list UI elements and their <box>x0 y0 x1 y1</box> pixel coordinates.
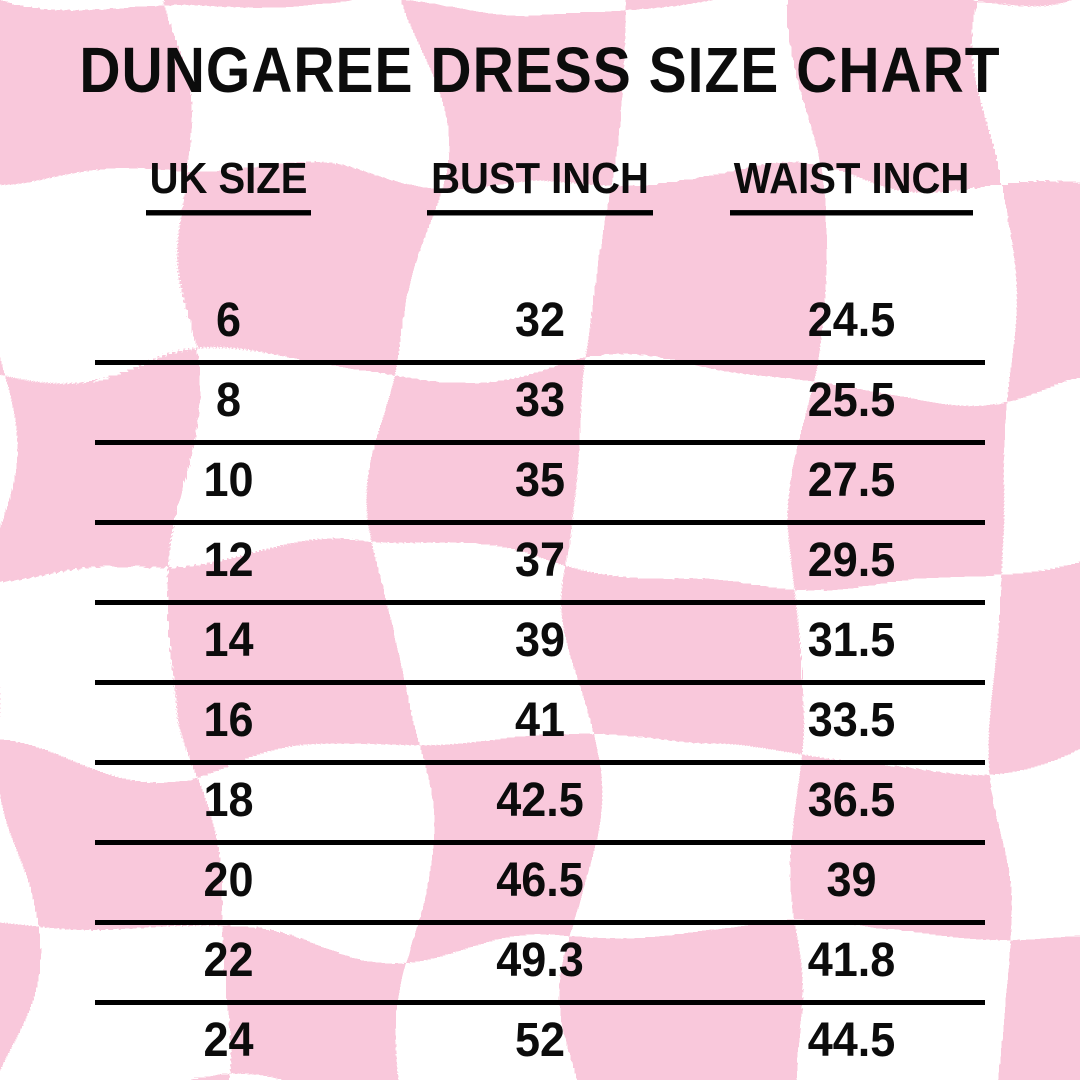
column-header-label: UK SIZE <box>145 155 312 216</box>
waist-inch-value: 44.5 <box>807 1011 896 1067</box>
column-header-uk-size: UK SIZE <box>95 155 362 216</box>
waist-inch-value: 33.5 <box>807 691 896 747</box>
table-row: 6 32 24.5 <box>95 285 985 365</box>
waist-inch-value: 41.8 <box>807 931 896 987</box>
uk-size-value: 6 <box>215 291 242 347</box>
table-body: 6 32 24.5 8 33 25.5 10 35 27.5 12 37 29.… <box>95 285 985 1080</box>
table-row: 12 37 29.5 <box>95 525 985 605</box>
waist-inch-value: 29.5 <box>807 531 896 587</box>
bust-inch-value: 35 <box>514 451 566 507</box>
table-row: 18 42.5 36.5 <box>95 765 985 845</box>
column-header-bust-inch: BUST INCH <box>362 155 718 216</box>
bust-inch-value: 37 <box>514 531 566 587</box>
column-header-waist-inch: WAIST INCH <box>718 155 985 216</box>
bust-inch-value: 46.5 <box>496 851 584 907</box>
bust-inch-value: 49.3 <box>496 931 584 987</box>
table-row: 8 33 25.5 <box>95 365 985 445</box>
uk-size-value: 10 <box>203 451 254 507</box>
table-row: 20 46.5 39 <box>95 845 985 925</box>
table-row: 10 35 27.5 <box>95 445 985 525</box>
waist-inch-value: 27.5 <box>807 451 896 507</box>
table-row: 16 41 33.5 <box>95 685 985 765</box>
uk-size-value: 14 <box>203 611 254 667</box>
table-header-row: UK SIZE BUST INCH WAIST INCH <box>95 155 985 216</box>
uk-size-value: 16 <box>203 691 254 747</box>
column-header-label: WAIST INCH <box>729 155 974 216</box>
bust-inch-value: 42.5 <box>496 771 584 827</box>
bust-inch-value: 52 <box>514 1011 566 1067</box>
table-row: 22 49.3 41.8 <box>95 925 985 1005</box>
waist-inch-value: 31.5 <box>807 611 896 667</box>
bust-inch-value: 32 <box>514 291 566 347</box>
waist-inch-value: 39 <box>826 851 877 907</box>
uk-size-value: 8 <box>215 371 242 427</box>
waist-inch-value: 36.5 <box>807 771 896 827</box>
uk-size-value: 12 <box>203 531 254 587</box>
waist-inch-value: 25.5 <box>807 371 896 427</box>
table-row: 14 39 31.5 <box>95 605 985 685</box>
page-title: DUNGAREE DRESS SIZE CHART <box>79 35 1001 107</box>
uk-size-value: 20 <box>203 851 254 907</box>
bust-inch-value: 41 <box>514 691 566 747</box>
table-row: 24 52 44.5 <box>95 1005 985 1080</box>
uk-size-value: 18 <box>203 771 254 827</box>
bust-inch-value: 39 <box>514 611 566 667</box>
bust-inch-value: 33 <box>514 371 566 427</box>
uk-size-value: 22 <box>203 931 254 987</box>
column-header-label: BUST INCH <box>427 155 653 216</box>
waist-inch-value: 24.5 <box>807 291 896 347</box>
uk-size-value: 24 <box>203 1011 254 1067</box>
